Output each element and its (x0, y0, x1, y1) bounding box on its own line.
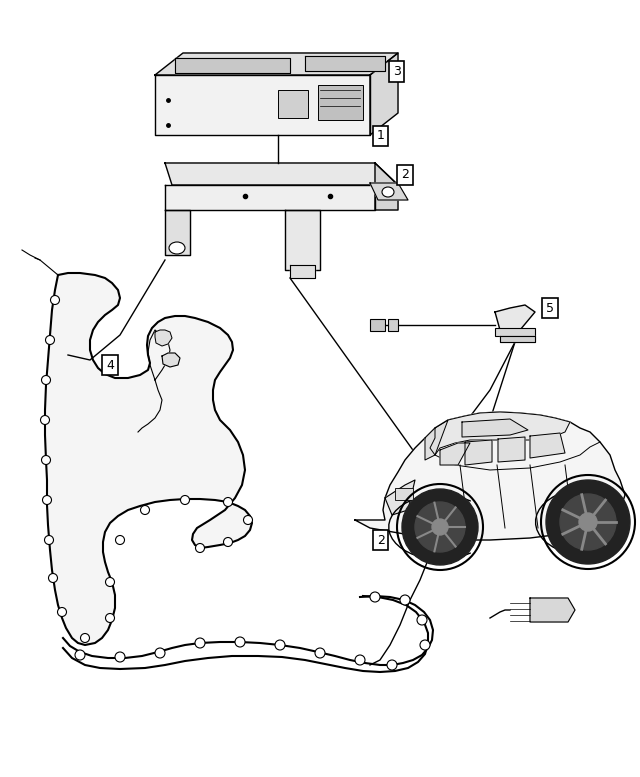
Polygon shape (385, 480, 415, 515)
Polygon shape (495, 305, 535, 330)
Circle shape (115, 535, 125, 545)
Circle shape (415, 502, 465, 552)
Text: 3: 3 (393, 65, 401, 78)
Polygon shape (285, 210, 320, 270)
Bar (395, 488, 413, 500)
Circle shape (315, 648, 325, 658)
Circle shape (195, 638, 205, 648)
Circle shape (417, 615, 427, 625)
Circle shape (42, 375, 51, 385)
Polygon shape (530, 598, 575, 622)
Circle shape (45, 336, 54, 344)
Polygon shape (425, 420, 448, 460)
Polygon shape (175, 58, 290, 73)
Polygon shape (165, 163, 398, 185)
Circle shape (81, 633, 90, 643)
Circle shape (420, 640, 430, 650)
Polygon shape (162, 353, 180, 367)
Polygon shape (465, 440, 492, 465)
Circle shape (49, 573, 58, 583)
Bar (370, 319, 385, 331)
Circle shape (180, 496, 189, 504)
Polygon shape (440, 443, 470, 465)
Polygon shape (290, 265, 315, 278)
Polygon shape (370, 53, 398, 135)
Circle shape (51, 295, 60, 305)
Polygon shape (498, 437, 525, 462)
Circle shape (223, 538, 232, 546)
Circle shape (141, 506, 150, 514)
Circle shape (115, 652, 125, 662)
Bar (495, 328, 535, 336)
Polygon shape (430, 412, 570, 455)
Polygon shape (375, 163, 398, 210)
Text: 2: 2 (401, 169, 409, 182)
Circle shape (243, 515, 253, 524)
Circle shape (560, 494, 616, 550)
Bar (318, 85, 363, 120)
Circle shape (432, 519, 448, 535)
Text: 1: 1 (377, 130, 385, 142)
Polygon shape (355, 412, 625, 540)
Text: 2: 2 (377, 534, 385, 546)
Circle shape (355, 655, 365, 665)
Circle shape (235, 637, 245, 647)
Text: 5: 5 (546, 301, 554, 315)
Polygon shape (530, 433, 565, 458)
Circle shape (546, 480, 630, 564)
Ellipse shape (382, 187, 394, 197)
Polygon shape (370, 183, 408, 200)
Circle shape (42, 496, 51, 504)
Polygon shape (45, 273, 252, 645)
Circle shape (275, 640, 285, 650)
Circle shape (579, 513, 597, 531)
Polygon shape (155, 53, 398, 75)
Circle shape (42, 455, 51, 465)
Circle shape (40, 416, 49, 424)
Polygon shape (155, 330, 172, 346)
Circle shape (58, 608, 67, 616)
Polygon shape (155, 75, 370, 135)
Polygon shape (165, 185, 375, 210)
Circle shape (75, 650, 85, 660)
Circle shape (106, 614, 115, 622)
Circle shape (195, 543, 205, 552)
Circle shape (45, 535, 54, 545)
Polygon shape (305, 56, 385, 71)
Circle shape (402, 489, 478, 565)
Polygon shape (462, 419, 528, 437)
Polygon shape (165, 210, 190, 255)
Text: 4: 4 (106, 359, 114, 371)
Circle shape (400, 595, 410, 605)
Circle shape (155, 648, 165, 658)
Circle shape (106, 577, 115, 587)
Polygon shape (500, 336, 535, 342)
Bar (388, 319, 398, 331)
Circle shape (370, 592, 380, 602)
Bar (278, 90, 308, 118)
Circle shape (387, 660, 397, 670)
Circle shape (223, 497, 232, 507)
Ellipse shape (169, 242, 185, 254)
